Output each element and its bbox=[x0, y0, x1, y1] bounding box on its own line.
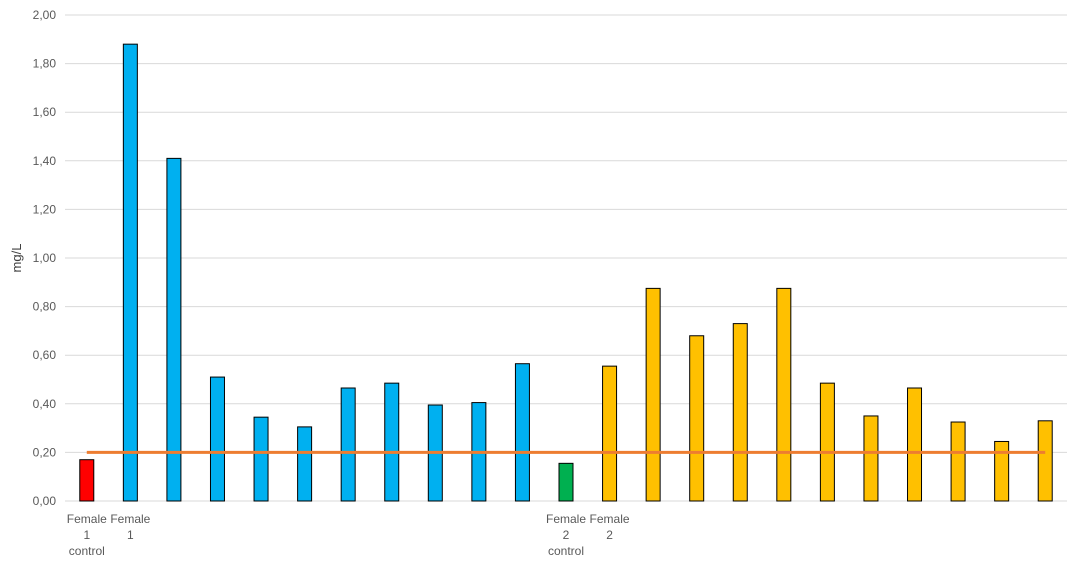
bar bbox=[514, 363, 530, 502]
bar bbox=[122, 43, 138, 502]
y-tick-label: 0,60 bbox=[33, 348, 57, 362]
y-tick-label: 1,20 bbox=[33, 202, 57, 216]
bar bbox=[950, 421, 966, 502]
x-category-label: Female 2 bbox=[590, 512, 630, 542]
bar bbox=[602, 365, 618, 502]
y-tick-label: 1,80 bbox=[33, 57, 57, 71]
bar bbox=[645, 287, 661, 502]
bar bbox=[776, 287, 792, 502]
bar bbox=[863, 415, 879, 502]
y-tick-label: 0,40 bbox=[33, 397, 57, 411]
x-category-label: Female 1 bbox=[110, 512, 150, 542]
y-tick-label: 1,60 bbox=[33, 105, 57, 119]
y-tick-label: 0,20 bbox=[33, 445, 57, 459]
y-tick-label: 2,00 bbox=[33, 8, 57, 22]
bar bbox=[907, 387, 923, 502]
x-category-label: Female 1 control bbox=[67, 512, 107, 558]
y-tick-label: 1,00 bbox=[33, 251, 57, 265]
bar bbox=[340, 387, 356, 502]
bar bbox=[253, 416, 269, 502]
y-axis-ticks: 0,00 0,20 0,40 0,60 0,80 1,00 1,20 1,40 1,60 1,80… bbox=[33, 8, 57, 508]
bar bbox=[209, 376, 225, 502]
x-category-label: Female 2 control bbox=[546, 512, 586, 558]
bar bbox=[1037, 420, 1053, 502]
y-tick-label: 1,40 bbox=[33, 154, 57, 168]
bars bbox=[79, 43, 1053, 502]
bar bbox=[732, 323, 748, 502]
y-axis-label: mg/L bbox=[9, 244, 24, 273]
bar bbox=[689, 335, 705, 502]
bar bbox=[819, 382, 835, 502]
bar bbox=[79, 459, 95, 502]
bar bbox=[297, 426, 313, 502]
y-tick-label: 0,80 bbox=[33, 300, 57, 314]
bar bbox=[994, 440, 1010, 502]
bar bbox=[166, 157, 182, 502]
bar bbox=[558, 462, 574, 502]
bar bbox=[384, 382, 400, 502]
y-tick-label: 0,00 bbox=[33, 494, 57, 508]
